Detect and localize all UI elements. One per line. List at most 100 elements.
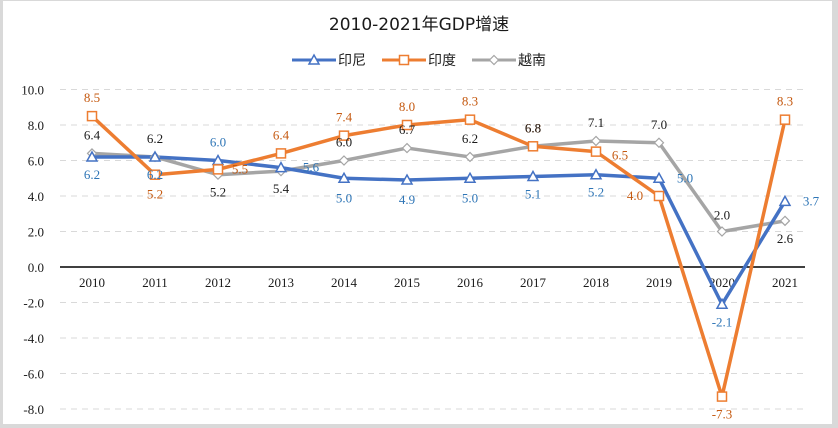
data-label: 6.2 (462, 131, 478, 146)
x-tick-label: 2020 (709, 275, 735, 290)
y-tick-label: 2.0 (28, 225, 44, 240)
x-tick-label: 2021 (772, 275, 798, 290)
legend-item-indonesia[interactable]: 印尼 (292, 50, 366, 70)
data-point-marker (779, 114, 791, 125)
series-line-越南 (91, 139, 786, 234)
data-label: 5.2 (147, 187, 163, 202)
x-tick-label: 2019 (646, 275, 672, 290)
data-label: 2.0 (714, 208, 730, 223)
y-tick-label: -8.0 (23, 402, 44, 417)
legend-label: 印尼 (338, 53, 366, 69)
legend-item-india[interactable]: 印度 (382, 50, 456, 70)
data-label: 6.2 (147, 131, 163, 146)
data-point-marker (716, 391, 728, 402)
y-tick-label: 4.0 (28, 189, 44, 204)
data-label: 8.3 (777, 94, 793, 109)
legend-label: 越南 (518, 53, 546, 69)
data-point-marker (463, 171, 477, 183)
data-point-marker (274, 161, 288, 173)
data-point-marker (526, 169, 540, 182)
data-label: 6.4 (84, 127, 101, 142)
data-point-marker (148, 150, 162, 162)
x-tick-label: 2017 (520, 275, 547, 290)
data-label: 8.5 (84, 90, 100, 105)
series-line-印度 (90, 114, 787, 399)
y-tick-label: 8.0 (28, 118, 44, 133)
data-point-marker (401, 142, 413, 154)
data-point-marker (590, 135, 602, 147)
series-line-印尼 (92, 155, 787, 307)
data-label: 3.7 (803, 193, 820, 208)
legend-item-vietnam[interactable]: 越南 (472, 50, 546, 70)
data-point-marker (590, 146, 602, 157)
data-point-marker (401, 119, 413, 131)
data-labels: 6.2 6.2 6.0 5.6 5.0 4.9 5.0 5.1 5.2 5.0 -2.1 3.7 8.5… (84, 90, 820, 421)
y-tick-label: -6.0 (23, 367, 44, 382)
data-label: 6.2 (147, 167, 163, 182)
data-label: 5.0 (336, 190, 352, 205)
data-label: 7.4 (336, 110, 353, 125)
series-lines (90, 114, 787, 399)
data-point-marker (338, 130, 350, 141)
y-tick-label: 10.0 (21, 83, 44, 98)
data-point-marker (85, 150, 99, 162)
data-label: 5.6 (303, 160, 320, 175)
data-point-marker (464, 151, 476, 163)
frame-border-right (832, 0, 838, 428)
chart-legend: 印尼 印度 越南 (0, 50, 838, 70)
data-point-marker (212, 164, 224, 175)
x-tick-label: 2016 (457, 275, 484, 290)
data-label: 6.4 (273, 127, 290, 142)
data-point-marker (527, 141, 539, 152)
data-label: 4.0 (627, 188, 643, 203)
data-point-marker (338, 155, 350, 166)
data-label: 7.1 (588, 115, 604, 130)
data-label: 8.0 (399, 99, 415, 114)
data-point-marker (86, 110, 98, 122)
data-label: 6.5 (612, 148, 628, 163)
data-point-marker (400, 173, 414, 185)
data-label: 5.0 (677, 170, 693, 185)
data-label: 6.2 (84, 167, 100, 182)
x-tick-label: 2010 (79, 275, 105, 290)
data-label: 6.0 (336, 135, 352, 150)
data-point-marker (652, 171, 666, 183)
x-tick-label: 2012 (205, 275, 231, 290)
data-point-marker (778, 194, 792, 207)
frame-border-left (0, 0, 3, 428)
data-label: 6.0 (210, 135, 226, 150)
legend-line-square-icon (382, 54, 426, 66)
x-tick-label: 2018 (583, 275, 609, 290)
data-label: 5.1 (525, 186, 541, 201)
data-label: 6.8 (525, 120, 541, 135)
y-axis-ticks: 10.0 8.0 6.0 4.0 2.0 0.0 -2.0 -4.0 -6.0 -8.0 (21, 83, 44, 418)
series-markers (85, 110, 792, 402)
x-tick-label: 2014 (331, 275, 358, 290)
data-label: 4.9 (399, 192, 415, 207)
data-point-marker (149, 169, 161, 180)
data-label: 5.2 (588, 185, 604, 200)
y-tick-label: 0.0 (28, 260, 44, 275)
data-label: 5.4 (273, 181, 290, 196)
data-point-marker (716, 226, 728, 237)
data-point-marker (275, 148, 287, 159)
data-label: -7.3 (712, 407, 733, 422)
chart-title: 2010-2021年GDP增速 (328, 15, 510, 35)
x-tick-label: 2011 (142, 275, 168, 290)
data-point-marker (715, 297, 729, 310)
y-tick-label: -2.0 (23, 296, 44, 311)
frame-border-bottom (0, 424, 838, 428)
data-label: 7.0 (651, 117, 667, 132)
data-point-marker (464, 114, 476, 125)
data-label: 6.8 (525, 120, 541, 135)
legend-label: 印度 (428, 53, 456, 69)
data-point-marker (337, 171, 351, 183)
data-point-marker (779, 215, 791, 227)
data-point-marker (653, 137, 665, 149)
legend-line-triangle-icon (292, 53, 336, 65)
data-point-marker (589, 168, 603, 180)
gridlines (60, 89, 805, 410)
y-tick-label: 6.0 (28, 154, 44, 169)
